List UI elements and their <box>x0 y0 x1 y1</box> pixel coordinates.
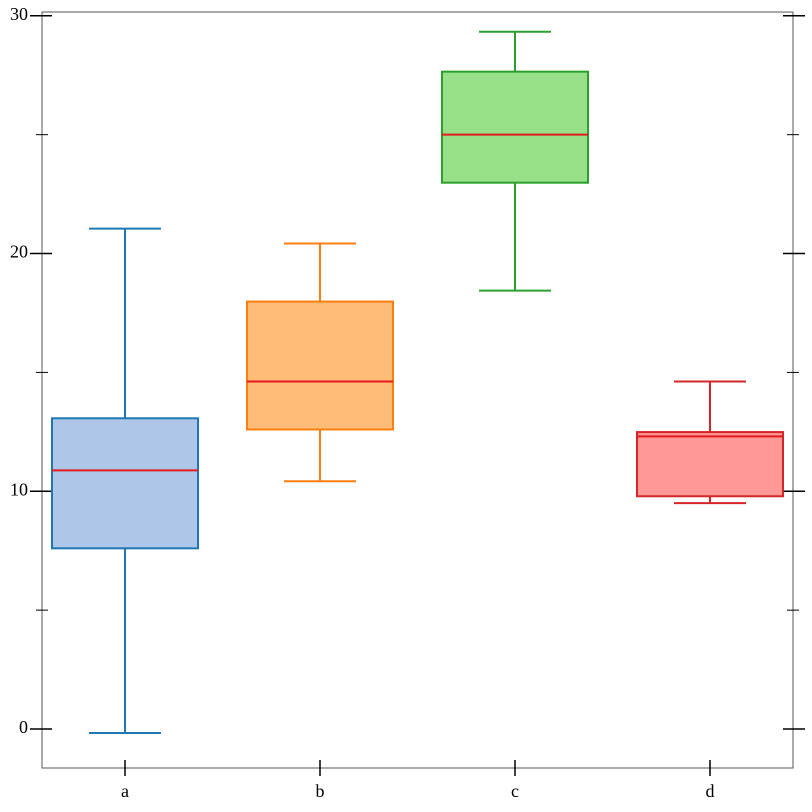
plot-frame <box>41 11 794 769</box>
x-tick-label: a <box>121 781 129 801</box>
box <box>51 417 199 550</box>
box <box>441 70 589 184</box>
box <box>636 431 784 498</box>
y-tick-label: 30 <box>10 4 28 24</box>
box <box>246 300 394 431</box>
x-tick-label: d <box>706 781 715 801</box>
x-tick-label: b <box>316 781 325 801</box>
x-tick-label: c <box>511 781 519 801</box>
y-tick-label: 10 <box>10 479 28 499</box>
y-tick-label: 20 <box>10 242 28 262</box>
y-tick-label: 0 <box>19 717 28 737</box>
